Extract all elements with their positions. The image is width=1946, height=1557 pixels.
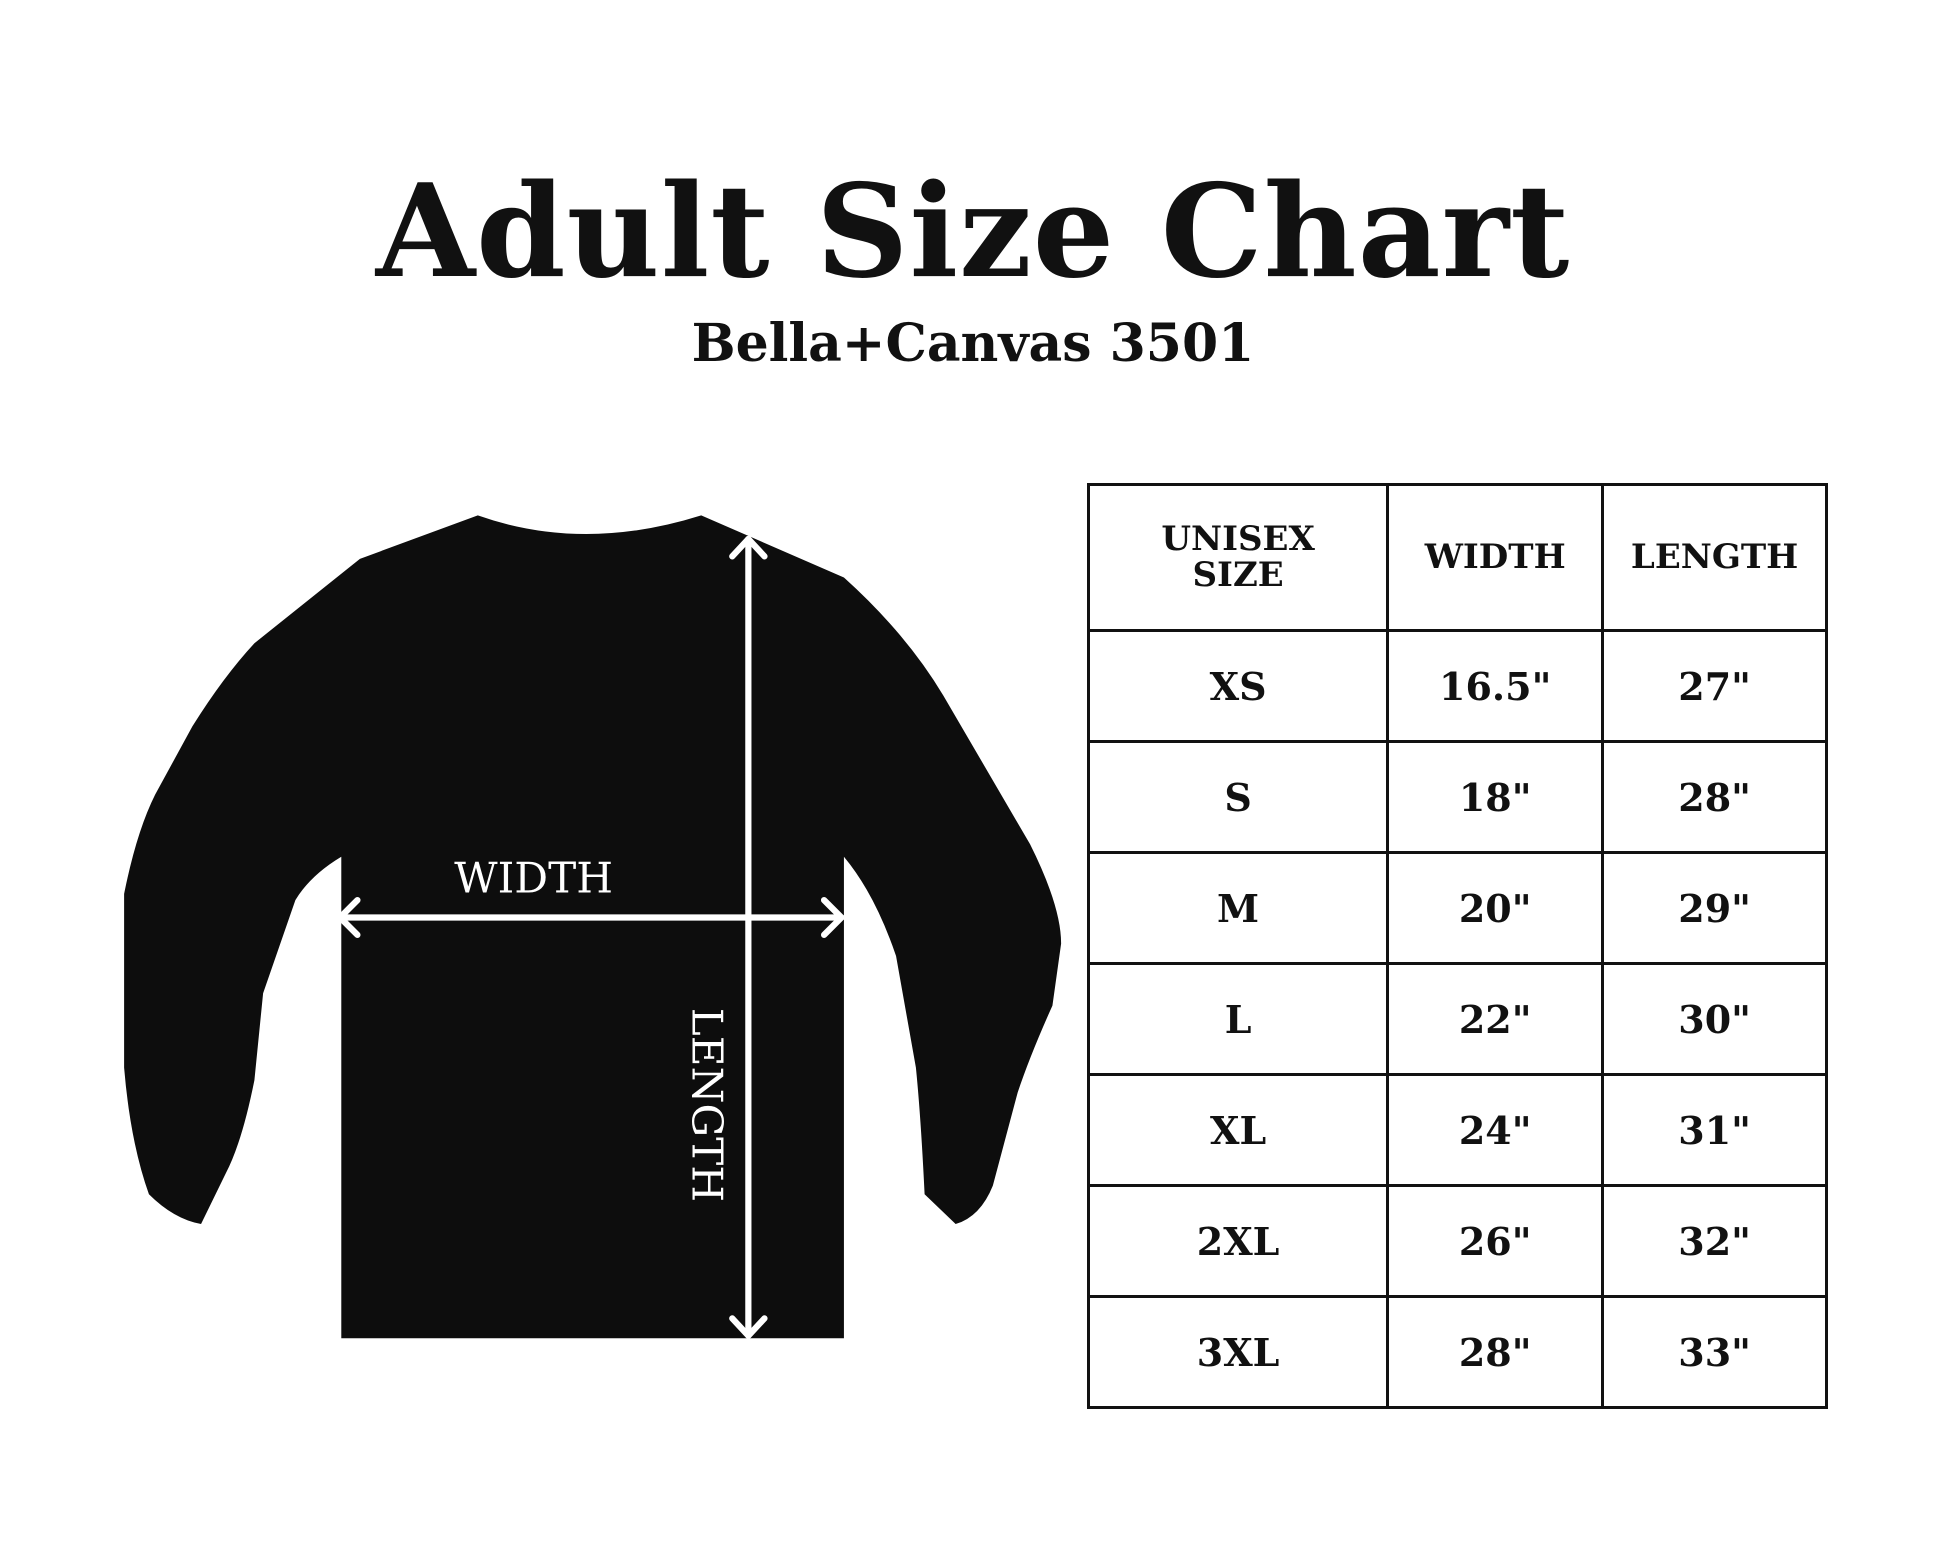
table-row: XS 16.5" 27": [1086, 629, 1828, 743]
length-arrow-bottom-head: [729, 1315, 768, 1339]
width-cell: 20": [1386, 851, 1605, 965]
width-arrow-left-head: [336, 897, 361, 938]
size-cell: XS: [1086, 629, 1390, 743]
length-arrow-top-head: [729, 535, 768, 560]
table-row: 3XL 28" 33": [1086, 1295, 1828, 1409]
width-cell: 18": [1386, 740, 1605, 854]
width-cell: 22": [1386, 962, 1605, 1076]
width-label: WIDTH: [454, 854, 613, 903]
length-cell: 31": [1601, 1073, 1828, 1187]
header-unisex-size: UNISEX SIZE: [1086, 483, 1390, 632]
header-width: WIDTH: [1386, 483, 1605, 632]
table-header-row: UNISEX SIZE WIDTH LENGTH: [1086, 483, 1828, 632]
width-cell: 26": [1386, 1184, 1605, 1298]
length-cell: 33": [1601, 1295, 1828, 1409]
long-sleeve-shirt-image: [124, 515, 1062, 1339]
table-row: M 20" 29": [1086, 851, 1828, 965]
size-cell: L: [1086, 962, 1390, 1076]
size-cell: XL: [1086, 1073, 1390, 1187]
page-title: Adult Size Chart: [375, 157, 1571, 307]
table-row: L 22" 30": [1086, 962, 1828, 1076]
size-cell: 3XL: [1086, 1295, 1390, 1409]
length-cell: 32": [1601, 1184, 1828, 1298]
header-length: LENGTH: [1601, 483, 1828, 632]
length-cell: 28": [1601, 740, 1828, 854]
size-cell: M: [1086, 851, 1390, 965]
length-cell: 30": [1601, 962, 1828, 1076]
length-cell: 27": [1601, 629, 1828, 743]
width-cell: 16.5": [1386, 629, 1605, 743]
size-cell: S: [1086, 740, 1390, 854]
width-arrow-right-head: [820, 897, 845, 938]
table-row: S 18" 28": [1086, 740, 1828, 854]
table-row: 2XL 26" 32": [1086, 1184, 1828, 1298]
length-cell: 29": [1601, 851, 1828, 965]
page-subtitle: Bella+Canvas 3501: [691, 313, 1255, 374]
width-cell: 28": [1386, 1295, 1605, 1409]
size-cell: 2XL: [1086, 1184, 1390, 1298]
size-table: UNISEX SIZE WIDTH LENGTH XS 16.5" 27" S 18"…: [1086, 483, 1828, 1409]
table-row: XL 24" 31": [1086, 1073, 1828, 1187]
width-cell: 24": [1386, 1073, 1605, 1187]
length-label: LENGTH: [683, 1008, 732, 1202]
